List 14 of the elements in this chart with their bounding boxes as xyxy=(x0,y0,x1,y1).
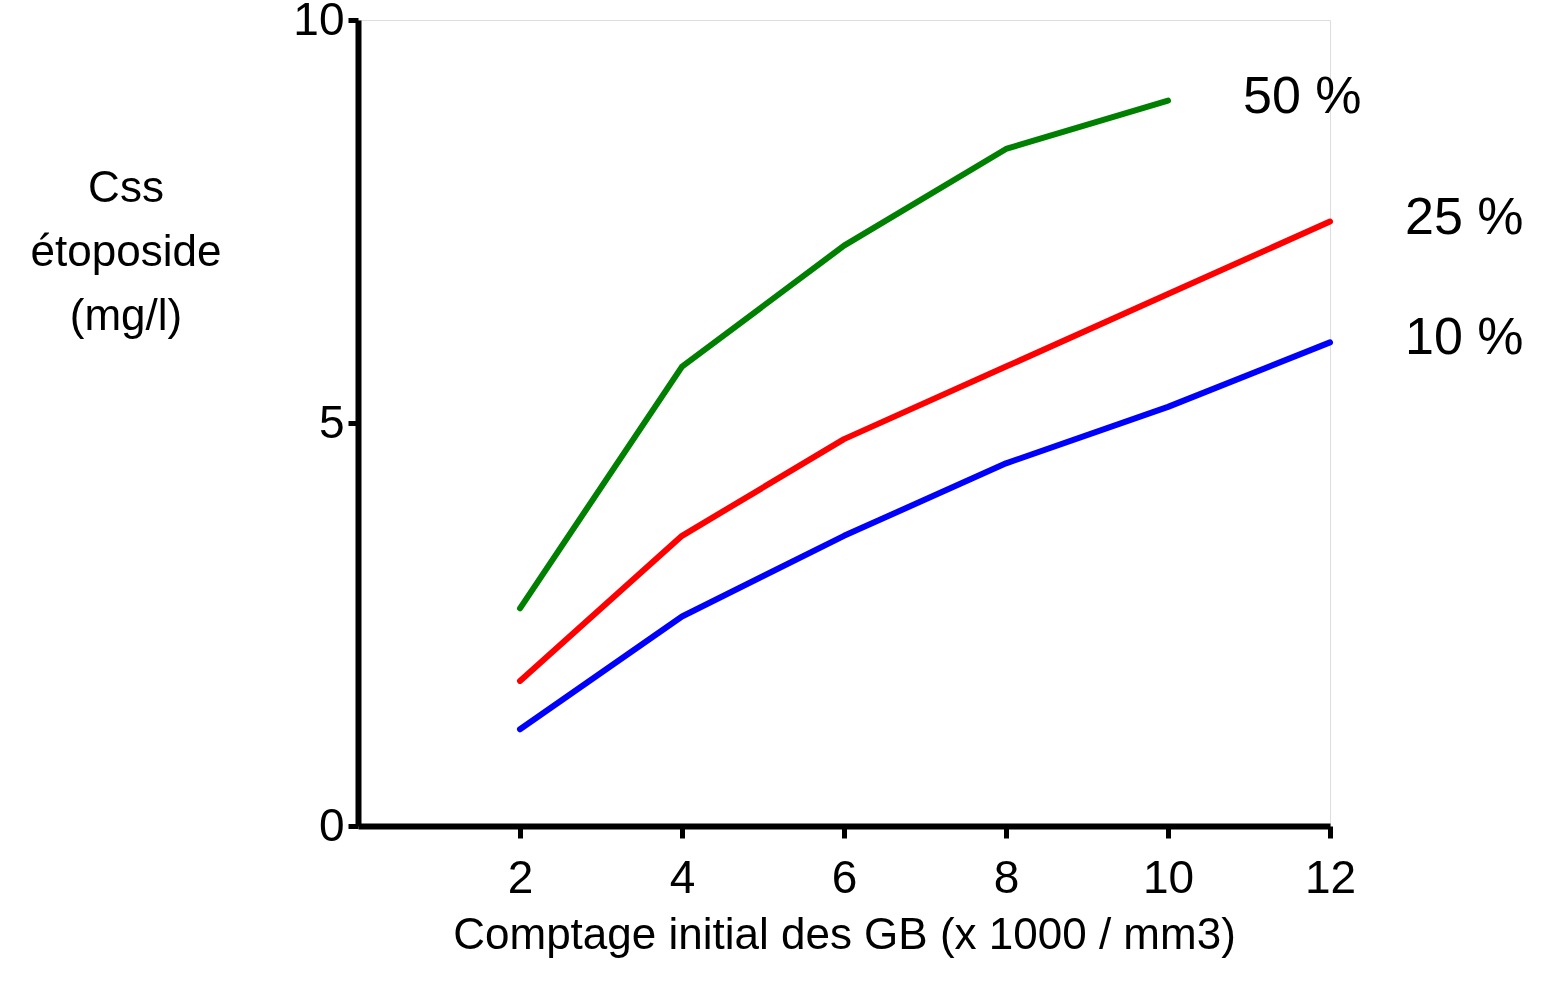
x-tick-label: 4 xyxy=(669,850,696,903)
series-label: 25 % xyxy=(1405,186,1524,245)
x-tick-label: 6 xyxy=(831,850,858,903)
x-tick-label: 12 xyxy=(1304,850,1357,903)
x-tick-label: 10 xyxy=(1142,850,1195,903)
x-tick-label: 2 xyxy=(507,850,534,903)
x-tick-label: 8 xyxy=(993,850,1020,903)
y-axis-title: Css étoposide (mg/l) xyxy=(30,162,222,339)
series-label: 10 % xyxy=(1405,307,1524,366)
series-label: 50 % xyxy=(1243,65,1362,124)
x-axis-title: Comptage initial des GB (x 1000 / mm3) xyxy=(453,908,1236,958)
y-tick-label: 5 xyxy=(318,395,345,448)
y-tick-label: 0 xyxy=(318,798,345,851)
y-tick-label: 10 xyxy=(293,0,345,45)
